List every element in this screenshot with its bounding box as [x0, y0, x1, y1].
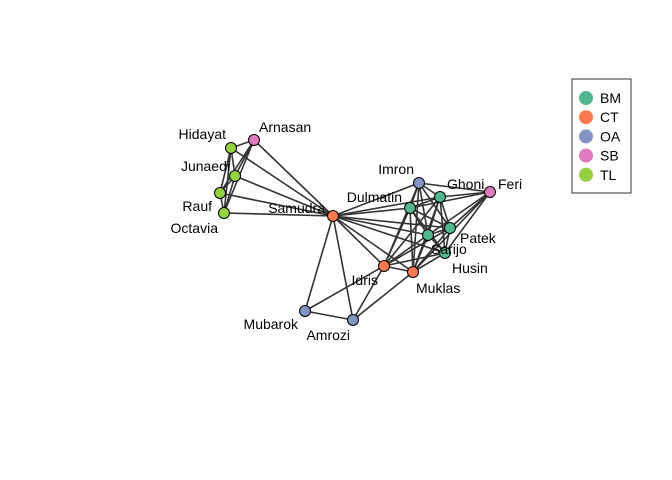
node-ghoni [434, 191, 446, 203]
edge-hidayat-samudra [230, 147, 334, 217]
node-octavia [218, 207, 230, 219]
node-samudra [327, 210, 339, 222]
legend-key-bm [579, 91, 593, 105]
edge-octavia-samudra [223, 212, 334, 217]
legend-label-oa: OA [600, 128, 621, 144]
node-mubarok [299, 305, 311, 317]
node-label-husin: Husin [452, 260, 488, 276]
node-label-patek: Patek [460, 230, 497, 246]
edge-feri-sarijo [427, 191, 491, 236]
node-label-samudra: Samudra [268, 200, 325, 216]
node-label-mubarok: Mubarok [244, 316, 299, 332]
node-junaedi [229, 170, 241, 182]
legend: BM CT OA SB TL [571, 78, 632, 194]
legend-label-ct: CT [600, 109, 619, 125]
node-arnasan [248, 134, 260, 146]
node-label-amrozi: Amrozi [306, 327, 350, 343]
edge-hidayat-rauf [219, 147, 232, 194]
edge-samudra-dulmatin [332, 207, 411, 217]
edge-dulmatin-feri [409, 191, 491, 209]
legend-key-sb [579, 148, 593, 163]
edge-samudra-husin [332, 215, 446, 254]
node-sarijo [422, 229, 434, 241]
node-patek [444, 222, 456, 234]
node-label-feri: Feri [498, 176, 522, 192]
node-muklas [407, 266, 419, 278]
edge-samudra-amrozi [332, 215, 354, 321]
node-idris [378, 260, 390, 272]
edge-muklas-husin [412, 252, 446, 273]
edge-muklas-sarijo [412, 234, 429, 273]
edge-rauf-samudra [219, 192, 334, 217]
node-label-sarijo: Sarijo [431, 241, 467, 257]
edge-samudra-mubarok [304, 215, 334, 312]
node-label-idris: Idris [352, 272, 378, 288]
edge-feri-patek [449, 191, 491, 229]
legend-label-tl: TL [600, 167, 617, 183]
edge-amrozi-muklas [352, 271, 414, 321]
node-husin [439, 247, 451, 259]
legend-label-sb: SB [600, 148, 619, 164]
edge-samudra-imron [332, 182, 420, 217]
edge-idris-imron [383, 182, 420, 267]
node-label-junaedi: Junaedi [181, 158, 230, 174]
edge-muklas-imron [412, 182, 420, 273]
edge-feri-husin [444, 191, 491, 254]
legend-key-oa [579, 129, 593, 144]
node-feri [484, 186, 496, 198]
node-label-hidayat: Hidayat [179, 126, 227, 142]
node-label-ghoni: Ghoni [447, 176, 484, 192]
nodes-layer [214, 134, 496, 326]
edge-mubarok-idris [304, 265, 385, 312]
node-label-muklas: Muklas [416, 280, 460, 296]
edge-rauf-arnasan [219, 139, 255, 194]
edge-mubarok-amrozi [304, 310, 354, 321]
node-label-rauf: Rauf [182, 198, 212, 214]
edge-ghoni-feri [439, 191, 491, 198]
node-label-octavia: Octavia [171, 220, 219, 236]
node-label-imron: Imron [378, 161, 414, 177]
edge-imron-feri [418, 182, 491, 193]
edge-samudra-idris [332, 215, 385, 267]
edge-amrozi-idris [352, 265, 385, 321]
edge-imron-sarijo [418, 182, 429, 236]
edge-imron-patek [418, 182, 451, 229]
edge-idris-ghoni [383, 196, 441, 267]
edge-arnasan-samudra [253, 139, 334, 217]
labels-layer: Arnasan Hidayat Junaedi Rauf Octavia Samudra I… [171, 119, 523, 343]
edge-junaedi-samudra [234, 175, 334, 217]
node-rauf [214, 187, 226, 199]
node-dulmatin [404, 202, 416, 214]
legend-key-tl [579, 167, 593, 182]
node-amrozi [347, 314, 359, 326]
legend-key-ct [579, 110, 593, 125]
edge-idris-patek [383, 227, 451, 267]
edge-ghoni-sarijo [427, 196, 441, 236]
edge-idris-sarijo [383, 234, 429, 267]
node-label-arnasan: Arnasan [259, 119, 311, 135]
node-label-dulmatin: Dulmatin [347, 189, 402, 205]
edge-muklas-dulmatin [409, 207, 414, 273]
node-hidayat [225, 142, 237, 154]
legend-label-bm: BM [600, 90, 621, 106]
node-imron [413, 177, 425, 189]
